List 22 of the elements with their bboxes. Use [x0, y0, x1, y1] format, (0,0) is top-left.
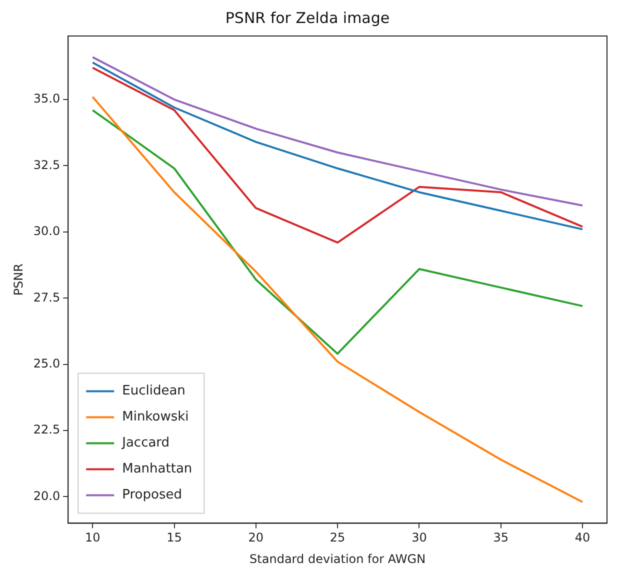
y-tick-label: 25.0 — [33, 356, 60, 370]
x-tick-label: 40 — [574, 530, 590, 545]
legend-label: Jaccard — [121, 436, 170, 451]
y-tick-label: 20.0 — [33, 488, 60, 503]
y-tick-label: 35.0 — [33, 92, 60, 106]
y-tick-label: 22.5 — [33, 422, 60, 437]
y-axis-title: PSNR — [11, 264, 26, 296]
x-tick-label: 15 — [166, 530, 182, 545]
x-axis-title: Standard deviation for AWGN — [250, 552, 426, 566]
y-tick-label: 32.5 — [33, 158, 60, 172]
x-tick-label: 30 — [412, 530, 427, 545]
legend-label: Euclidean — [122, 384, 186, 399]
chart-title: PSNR for Zelda image — [225, 8, 390, 27]
legend-label: Manhattan — [122, 462, 192, 477]
y-tick-label: 30.0 — [33, 224, 60, 238]
legend-label: Proposed — [122, 488, 182, 503]
y-tick-label: 27.5 — [33, 290, 60, 304]
x-tick-label: 35 — [493, 530, 508, 545]
legend-label: Minkowski — [122, 410, 189, 425]
x-tick-label: 10 — [84, 530, 100, 545]
x-tick-label: 20 — [248, 530, 264, 545]
x-tick-label: 25 — [330, 530, 346, 545]
